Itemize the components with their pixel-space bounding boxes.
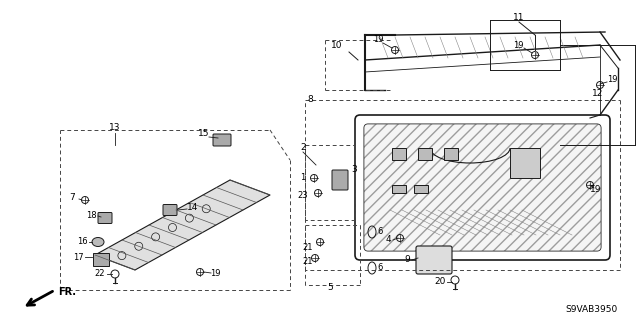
Text: 19: 19 [590, 186, 602, 195]
Bar [392, 148, 406, 160]
Text: 20: 20 [435, 278, 445, 286]
Bar [444, 148, 458, 160]
FancyBboxPatch shape [332, 170, 348, 190]
Bar [392, 185, 406, 193]
Text: 11: 11 [513, 13, 525, 23]
Text: 1: 1 [300, 174, 306, 182]
Text: S9VAB3950: S9VAB3950 [565, 306, 617, 315]
Bar [510, 148, 540, 178]
Text: 15: 15 [198, 130, 210, 138]
Text: 23: 23 [298, 190, 308, 199]
Text: 16: 16 [77, 238, 87, 247]
Text: 19: 19 [210, 269, 220, 278]
Text: 6: 6 [378, 263, 383, 272]
FancyBboxPatch shape [213, 134, 231, 146]
Polygon shape [95, 180, 270, 270]
Text: 19: 19 [607, 76, 617, 85]
Text: 21: 21 [303, 256, 313, 265]
Text: 21: 21 [303, 242, 313, 251]
Text: 9: 9 [404, 256, 410, 264]
Text: 6: 6 [378, 227, 383, 236]
Text: 19: 19 [372, 35, 383, 44]
Bar [418, 148, 432, 160]
Text: 13: 13 [109, 123, 121, 132]
Text: 7: 7 [69, 194, 75, 203]
Bar [414, 185, 428, 193]
Text: 17: 17 [73, 253, 83, 262]
Text: 12: 12 [592, 88, 604, 98]
Text: 8: 8 [307, 95, 313, 105]
Text: FR.: FR. [58, 287, 76, 297]
FancyBboxPatch shape [163, 204, 177, 216]
Text: 3: 3 [351, 166, 357, 174]
Text: 19: 19 [513, 41, 524, 49]
Ellipse shape [92, 238, 104, 247]
Text: 2: 2 [300, 144, 306, 152]
FancyBboxPatch shape [364, 124, 601, 251]
Text: 14: 14 [188, 204, 198, 212]
Text: 18: 18 [86, 211, 96, 219]
Text: 4: 4 [385, 235, 391, 244]
FancyBboxPatch shape [416, 246, 452, 274]
Text: 22: 22 [95, 270, 105, 278]
Text: 5: 5 [327, 283, 333, 292]
Text: 10: 10 [332, 41, 343, 49]
Bar [93, 253, 109, 266]
FancyBboxPatch shape [98, 212, 112, 224]
